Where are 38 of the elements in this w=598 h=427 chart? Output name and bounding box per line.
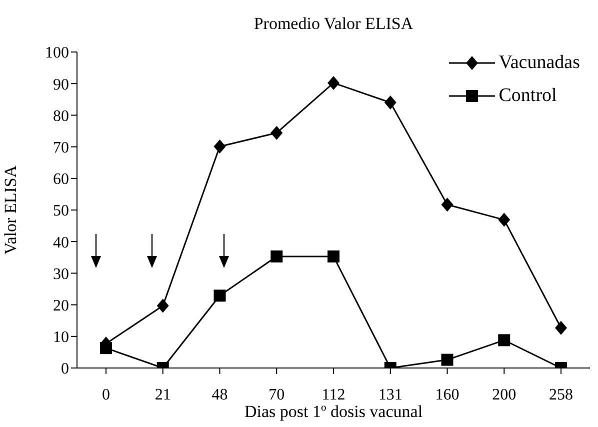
x-tick-label: 258 [549, 386, 573, 404]
point [441, 198, 454, 212]
x-tick-label: 0 [102, 386, 110, 404]
point [328, 250, 340, 262]
y-tick-label: 10 [53, 329, 69, 346]
point [270, 126, 283, 140]
legend-label: Vacunadas [498, 52, 580, 74]
x-axis-title: Dias post 1º dosis vacunal [244, 402, 423, 421]
point [156, 298, 169, 313]
x-tick-label: 21 [154, 386, 171, 404]
y-tick-label: 70 [53, 139, 69, 156]
y-tick-label: 90 [53, 76, 69, 94]
y-tick-label: 80 [53, 108, 69, 125]
point [214, 290, 226, 302]
y-tick-label: 60 [53, 171, 69, 188]
y-tick-label: 50 [53, 202, 69, 220]
point [441, 354, 454, 366]
point [270, 250, 283, 262]
chart-title: Promedio Valor ELISA [252, 14, 414, 34]
legend-label: Control [498, 84, 557, 106]
x-tick-label: 112 [322, 386, 346, 404]
point [555, 320, 567, 335]
x-tick-label: 131 [378, 386, 402, 404]
y-axis-title: Valor ELISA [1, 164, 20, 255]
point [214, 139, 226, 154]
point [384, 96, 396, 110]
x-tick-label: 160 [435, 386, 460, 404]
point [498, 212, 510, 227]
y-tick-label: 0 [61, 360, 69, 378]
y-tick-label: 30 [53, 266, 69, 283]
y-tick-label: 40 [53, 234, 69, 252]
y-tick-label: 100 [45, 44, 69, 62]
point [328, 76, 340, 90]
y-tick-label: 20 [53, 297, 69, 314]
x-tick-label: 200 [492, 386, 516, 404]
x-tick-label: 48 [212, 386, 228, 404]
x-tick-label: 70 [268, 386, 285, 404]
point [498, 334, 510, 346]
